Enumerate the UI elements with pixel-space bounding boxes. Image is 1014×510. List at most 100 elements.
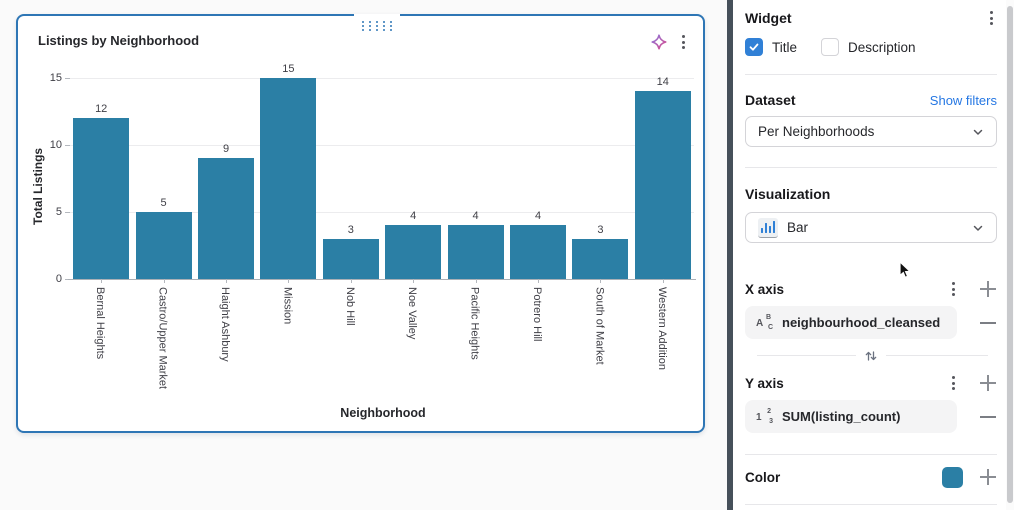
color-label: Color [745,469,781,485]
x-tick-label: Haight Ashbury [219,287,231,362]
x-tick-label: Western Addition [655,287,668,370]
x-axis-add-icon[interactable] [979,280,997,298]
chevron-down-icon [973,225,983,231]
dataset-label: Dataset [745,92,796,108]
widget-options-menu-icon[interactable] [986,8,997,28]
x-axis-field-name: neighbourhood_cleansed [782,315,941,330]
bar-value-label: 3 [597,223,604,236]
bar-chart-icon [758,217,778,238]
x-tick-mark [288,279,290,283]
y-axis-field-name: SUM(listing_count) [782,409,901,424]
bar-value-label: 14 [656,76,669,89]
x-axis-title: Neighborhood [340,406,426,420]
title-checkbox[interactable]: Title [745,38,797,56]
widget-menu-icon[interactable] [678,32,689,52]
x-tick-mark [662,279,664,283]
title-checkbox-label: Title [772,39,798,55]
x-tick-label: Castro/Upper Market [156,287,169,390]
visualization-select-value: Bar [787,220,809,235]
drag-handle[interactable] [360,21,394,31]
panel-scrollbar[interactable] [1006,0,1014,510]
x-tick-mark [538,279,539,283]
y-tick-label: 15 [49,72,62,84]
text-type-icon: A B C [756,314,773,331]
drag-handle-notch [354,14,400,18]
number-type-icon: 1 2 3 [756,408,773,425]
y-tick-mark [65,212,70,213]
scrollbar-thumb[interactable] [1007,6,1013,503]
show-filters-link[interactable]: Show filters [929,92,997,108]
visualization-label: Visualization [745,186,831,202]
settings-panel: Widget Title Description Dataset Show fi… [733,0,1006,510]
bar[interactable] [447,225,504,279]
panel-divider [727,0,733,510]
color-add-icon[interactable] [979,468,997,486]
y-tick-label: 10 [49,139,62,151]
description-checkbox-label: Description [848,39,916,55]
bar[interactable] [634,91,691,279]
dataset-select-value: Per Neighborhoods [758,124,875,139]
x-tick-mark [350,279,352,283]
dataset-select[interactable]: Per Neighborhoods [745,116,997,147]
widget-title: Listings by Neighborhood [38,33,200,48]
x-axis-field-pill[interactable]: A B C neighbourhood_cleansed [745,306,957,339]
color-swatch[interactable] [942,466,963,488]
divider [745,74,997,75]
x-tick-mark [413,279,415,283]
chevron-down-icon [973,129,983,135]
y-axis-label: Y axis [745,375,784,391]
bar-value-label: 5 [160,197,167,209]
swap-axes-icon[interactable] [856,349,886,363]
bar[interactable] [510,225,566,279]
bar-value-label: 4 [534,210,542,223]
x-tick-label: Potrero Hill [531,287,543,342]
x-tick-label: Noe Valley [406,287,419,340]
bar[interactable] [572,238,629,279]
y-tick-mark [65,279,70,280]
x-tick-label: Bernal Heights [94,287,107,360]
x-tick-mark [226,279,227,283]
y-axis-add-icon[interactable] [979,374,997,392]
x-tick-mark [475,279,477,283]
x-tick-label: Mission [281,287,294,325]
ai-sparkle-icon[interactable] [650,33,668,51]
bar[interactable] [385,225,442,279]
bar-value-label: 15 [282,63,295,75]
y-axis-remove-icon[interactable] [979,408,997,426]
x-axis-menu-icon[interactable] [948,279,959,299]
bar[interactable] [198,158,254,279]
gridline [70,78,694,79]
description-checkbox-box[interactable] [821,38,840,56]
widget-card[interactable]: Listings by Neighborhood Total Listings … [16,14,705,433]
bar-value-label: 3 [347,223,354,236]
gridline [70,145,694,146]
y-tick-label: 5 [55,206,62,218]
bar-value-label: 4 [410,210,417,223]
panel-title: Widget [745,10,792,26]
x-axis-remove-icon[interactable] [979,314,997,332]
x-tick-label: Pacific Heights [468,287,481,360]
x-axis-line [68,279,696,280]
bar-value-label: 4 [472,210,479,223]
plot-area: Total Listings Neighborhood 0 5 10 15 12 Bern… [18,16,703,431]
dashboard-canvas: Listings by Neighborhood Total Listings … [16,14,705,433]
x-tick-label: South of Market [593,287,606,365]
x-tick-mark [163,279,165,283]
title-checkbox-box[interactable] [745,38,763,56]
bar[interactable] [135,212,192,279]
y-axis-field-pill[interactable]: 1 2 3 SUM(listing_count) [745,400,957,433]
y-tick-mark [65,78,70,79]
divider [745,504,997,505]
x-tick-label: Nob Hill [343,287,356,326]
divider [745,454,997,455]
divider [745,167,997,168]
bar-value-label: 9 [222,143,230,156]
y-axis-menu-icon[interactable] [948,373,959,393]
y-tick-label: 0 [55,273,62,285]
bar[interactable] [73,118,130,279]
description-checkbox[interactable]: Description [821,38,916,56]
bar[interactable] [260,78,317,279]
bar[interactable] [322,238,379,279]
visualization-select[interactable]: Bar [745,212,997,243]
gridline [70,212,694,213]
